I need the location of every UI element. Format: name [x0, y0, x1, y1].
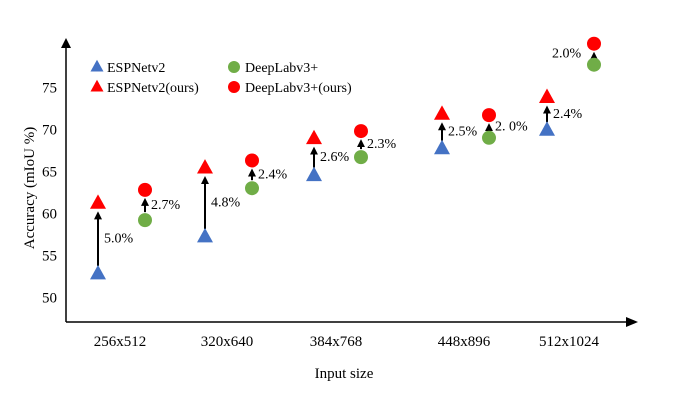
improvement-label: 2.5% — [448, 125, 478, 140]
legend-symbol-deeplabv3 — [228, 61, 240, 73]
point-deeplabv3-ours — [138, 182, 152, 197]
point-espnetv2-ours — [90, 194, 106, 209]
point-deeplabv3 — [482, 130, 496, 145]
point-espnetv2 — [306, 166, 322, 182]
point-espnetv2 — [197, 227, 213, 243]
y-tick-label: 50 — [42, 290, 57, 306]
y-tick-label: 70 — [42, 122, 57, 138]
point-deeplabv3 — [354, 150, 368, 165]
y-tick-label: 55 — [42, 248, 57, 264]
data-marks — [90, 36, 601, 280]
point-deeplabv3-ours — [482, 108, 496, 123]
point-deeplabv3-ours — [245, 153, 259, 168]
legend-label-deeplabv3-ours: DeepLabv3+(ours) — [245, 81, 352, 96]
x-axis-arrow — [626, 317, 638, 327]
improvement-label: 2.4% — [553, 107, 583, 122]
point-espnetv2-ours — [434, 105, 450, 120]
x-tick-label: 448x896 — [438, 334, 491, 350]
y-axis-title: Accuracy (mIoU %) — [22, 127, 38, 249]
legend-symbol-espnetv2-ours — [90, 79, 104, 92]
point-espnetv2 — [434, 139, 450, 155]
point-deeplabv3 — [587, 57, 601, 72]
x-tick-label: 384x768 — [310, 334, 363, 350]
point-espnetv2 — [90, 264, 106, 280]
improvement-arrows — [94, 51, 598, 266]
point-deeplabv3 — [138, 213, 152, 228]
improvement-label: 2.4% — [258, 167, 288, 182]
y-ticks: 50 55 60 65 70 75 — [42, 80, 57, 306]
x-axis-title: Input size — [315, 366, 374, 382]
legend-symbol-espnetv2 — [90, 59, 104, 72]
improvement-labels: 5.0% 4.8% 2.6% 2.5% 2.4% 2.7% 2.4% 2.3% 2. 0% 2.0… — [104, 47, 583, 247]
y-axis-arrow — [61, 38, 71, 48]
point-deeplabv3 — [245, 181, 259, 196]
improvement-label: 2.3% — [367, 137, 397, 152]
legend-label-espnetv2: ESPNetv2 — [107, 61, 165, 76]
improvement-label: 2.7% — [151, 198, 181, 213]
legend-label-deeplabv3: DeepLabv3+ — [245, 61, 318, 76]
x-tick-label: 512x1024 — [539, 334, 600, 350]
point-deeplabv3-ours — [354, 124, 368, 139]
improvement-label: 2.6% — [320, 150, 350, 165]
y-tick-label: 75 — [42, 80, 57, 96]
improvement-label: 4.8% — [211, 195, 241, 210]
point-espnetv2-ours — [306, 129, 322, 145]
x-tick-label: 256x512 — [94, 334, 147, 350]
legend: ESPNetv2 ESPNetv2(ours) DeepLabv3+ DeepL… — [90, 59, 352, 96]
improvement-label: 2. 0% — [495, 119, 528, 134]
point-espnetv2-ours — [539, 88, 555, 103]
y-tick-label: 60 — [42, 206, 57, 222]
improvement-label: 5.0% — [104, 232, 134, 247]
point-espnetv2 — [539, 121, 555, 136]
y-tick-label: 65 — [42, 164, 57, 180]
point-deeplabv3-ours — [587, 36, 601, 51]
x-ticks: 256x512 320x640 384x768 448x896 512x1024 — [94, 334, 600, 350]
point-espnetv2-ours — [197, 159, 213, 174]
legend-label-espnetv2-ours: ESPNetv2(ours) — [107, 81, 199, 96]
legend-symbol-deeplabv3-ours — [228, 81, 240, 93]
x-tick-label: 320x640 — [201, 334, 254, 350]
improvement-label: 2.0% — [552, 47, 582, 62]
